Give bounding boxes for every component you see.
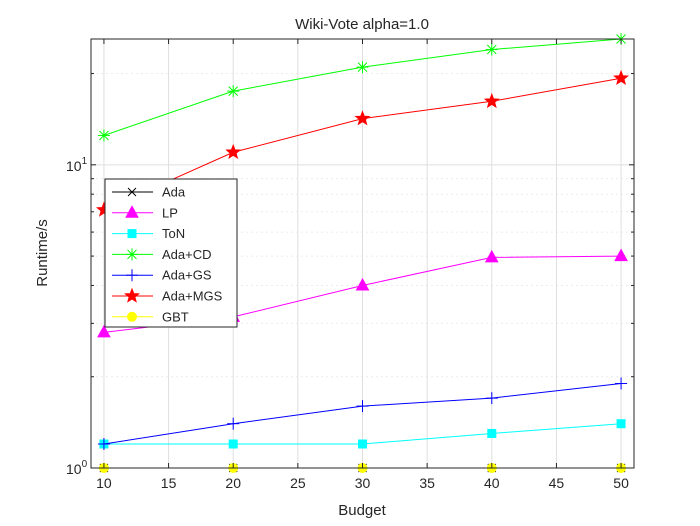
y-axis-label: Runtime/s (34, 219, 51, 287)
legend-marker-ton (127, 229, 137, 239)
legend-label-ton: ToN (162, 226, 185, 241)
tick-labels: 10 15 20 25 30 35 40 45 50 100 101 (66, 156, 629, 491)
legend-marker-ada-mgs (124, 287, 140, 303)
data-point-lp (355, 277, 370, 291)
legend-marker-ada-gs (126, 269, 138, 282)
data-point-lp (614, 248, 628, 262)
data-point-ada-gs (97, 437, 110, 450)
data-point-ton (616, 419, 626, 429)
x-tick-label: 10 (96, 475, 112, 491)
data-point-ada-gs (615, 377, 628, 390)
legend-label-ada-gs: Ada+GS (162, 268, 212, 283)
legend-marker-ada-cd-stroke (127, 249, 137, 260)
legend-item-ada-cd: Ada+CD (112, 247, 212, 262)
x-tick-label: 25 (290, 475, 306, 491)
data-point-ada-mgs (613, 69, 630, 86)
data-point-ada-cd (97, 129, 110, 142)
x-tick-label: 35 (419, 475, 435, 491)
data-point-ada-cd (356, 61, 369, 74)
data-point-ada-cd-stroke (228, 86, 239, 96)
axis-ticks (91, 39, 634, 469)
legend-box (104, 178, 238, 328)
legend-item-gbt: GBT (112, 309, 189, 324)
legend-marker-lp (125, 205, 139, 218)
y-tick-label: 101 (66, 156, 88, 174)
data-point-lp (97, 324, 111, 338)
data-point-ada-cd-stroke (486, 44, 497, 55)
data-point-ada-cd-stroke (357, 62, 368, 72)
legend-marker-ada-cd (126, 248, 138, 261)
data-point-ada-cd-stroke (99, 130, 109, 141)
chart-title: Wiki-Vote alpha=1.0 (295, 16, 429, 33)
data-point-ada-gs (356, 400, 369, 413)
x-tick-label: 20 (225, 475, 241, 491)
data-point-ton (358, 439, 367, 449)
legend-item-ada: Ada (112, 185, 186, 200)
data-point-lp (484, 249, 499, 263)
legend-label-ada: Ada (162, 185, 186, 200)
data-point-ton (487, 428, 497, 438)
legend-label-gbt: GBT (162, 309, 189, 324)
data-point-ada-cd (485, 43, 498, 56)
data-point-ada-mgs (354, 110, 371, 126)
legend-item-ada-gs: Ada+GS (112, 268, 212, 283)
legend-item-ton: ToN (112, 226, 185, 241)
legend-marker-ada-stroke (127, 187, 137, 197)
legend-item-ada-mgs: Ada+MGS (112, 287, 223, 304)
data-point-ton (228, 439, 238, 449)
x-tick-label: 15 (161, 475, 177, 491)
x-axis-label: Budget (338, 502, 386, 519)
legend-label-ada-mgs: Ada+MGS (162, 289, 223, 304)
legend-marker-gbt (127, 311, 137, 322)
data-point-ada-mgs (483, 92, 500, 109)
data-point-ada-cd (227, 85, 240, 98)
data-point-ada-mgs (225, 143, 242, 160)
data-point-ada-gs (485, 392, 498, 405)
x-tick-label: 45 (549, 475, 565, 491)
legend-label-ada-cd: Ada+CD (162, 247, 212, 262)
legend-item-lp: LP (112, 205, 178, 220)
x-tick-label: 30 (355, 475, 371, 491)
data-point-ada-gs (227, 417, 240, 430)
x-tick-label: 50 (613, 475, 629, 491)
y-tick-label: 100 (66, 459, 88, 477)
series-ada-mgs (95, 69, 630, 217)
legend-label-lp: LP (162, 205, 178, 220)
legend: Ada LP ToN Ada+CD Ada+GS Ada+MGS GBT (104, 178, 238, 328)
x-tick-label: 40 (484, 475, 500, 491)
series-ada-gs (97, 377, 628, 450)
legend-marker-ada (127, 187, 137, 197)
